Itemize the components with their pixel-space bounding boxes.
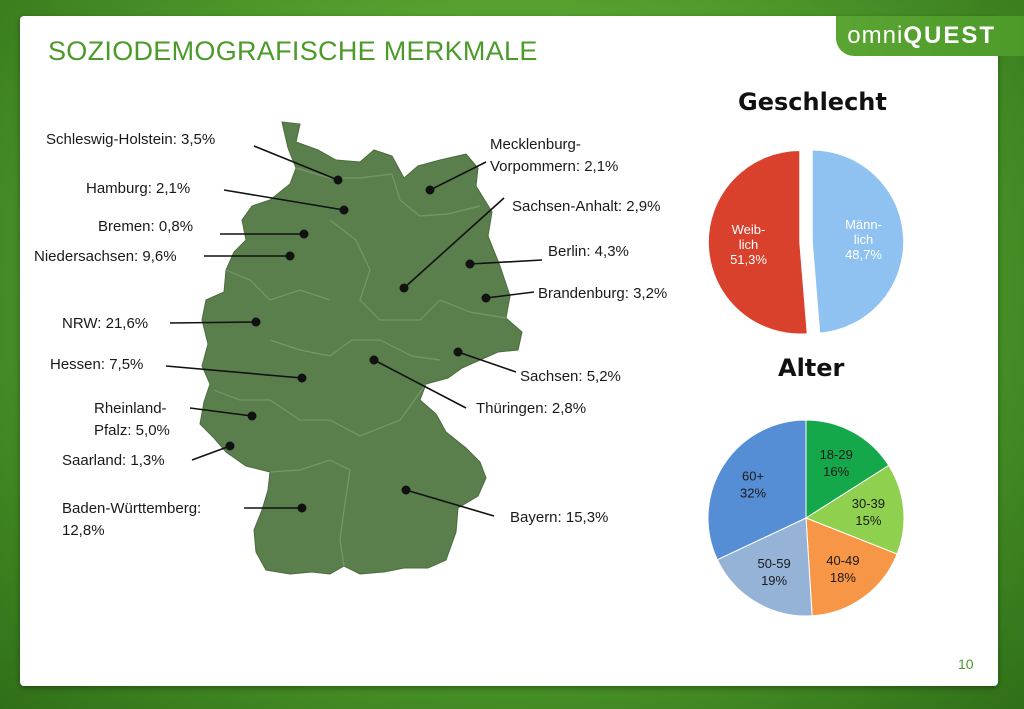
callout-dot-mv: [425, 185, 435, 195]
logo-text-light: omni: [847, 22, 904, 49]
age-chart-title: Alter: [778, 354, 845, 382]
logo-text-bold: QUEST: [903, 22, 996, 49]
label-line: Rheinland-: [94, 400, 167, 417]
label-berlin: Berlin: 4,3%: [548, 243, 629, 260]
border-ni-nrw: [225, 269, 331, 301]
label-schleswig-holstein: Schleswig-Holstein: 3,5%: [46, 131, 216, 148]
callout-dot-st: [399, 283, 409, 293]
callout-dot-rp: [247, 411, 257, 421]
border-sh-ni: [295, 167, 393, 179]
callout-dot-he: [297, 373, 307, 383]
label-baden-wuerttemberg: Baden-Württemberg: 12,8%: [62, 498, 201, 542]
callout-dot-ni: [285, 251, 295, 261]
callout-dot-hh: [339, 205, 349, 215]
callout-dot-sl: [225, 441, 235, 451]
page-title: SOZIODEMOGRAFISCHE MERKMALE: [48, 36, 538, 66]
border-st: [329, 219, 441, 321]
callout-dot-bw: [297, 503, 307, 513]
callout-dot-sn: [453, 347, 463, 357]
label-thueringen: Thüringen: 2,8%: [476, 400, 587, 417]
label-nrw: NRW: 21,6%: [62, 315, 149, 332]
callout-dot-be: [465, 259, 475, 269]
callout-line-rp: [189, 407, 253, 417]
callout-line-sn: [457, 351, 517, 373]
label-bremen: Bremen: 0,8%: [98, 218, 194, 235]
callout-dot-sh: [333, 175, 343, 185]
callout-line-th: [373, 359, 467, 409]
callout-line-sl: [191, 445, 231, 461]
callout-line-he: [165, 365, 303, 379]
callout-dot-th: [369, 355, 379, 365]
callout-line-by: [405, 489, 495, 517]
border-bw-by-2: [339, 469, 351, 567]
label-brandenburg: Brandenburg: 3,2%: [538, 285, 668, 302]
border-bb-sn: [439, 299, 507, 319]
callout-dot-by: [401, 485, 411, 495]
label-line: Vorpommern: 2,1%: [490, 158, 619, 175]
label-bayern: Bayern: 15,3%: [510, 509, 609, 526]
label-rheinland-pfalz: Rheinland- Pfalz: 5,0%: [94, 398, 170, 442]
page-number: 10: [958, 656, 974, 672]
callout-line-mv: [429, 161, 487, 191]
label-mecklenburg-vorpommern: Mecklenburg- Vorpommern: 2,1%: [490, 134, 618, 178]
label-line: 12,8%: [62, 522, 105, 539]
map-callouts: [165, 145, 543, 517]
label-niedersachsen: Niedersachsen: 9,6%: [34, 248, 177, 265]
state-borders: [213, 167, 507, 567]
border-mv-bb: [391, 173, 481, 217]
gender-chart-title: Geschlecht: [738, 88, 887, 116]
label-line: Baden-Württemberg:: [62, 500, 202, 517]
label-line: Mecklenburg-: [490, 136, 581, 153]
callout-line-sh: [253, 145, 339, 181]
border-bw-by: [269, 459, 351, 473]
callout-line-hh: [223, 189, 345, 211]
label-sachsen-anhalt: Sachsen-Anhalt: 2,9%: [512, 198, 661, 215]
callout-line-st: [403, 197, 505, 289]
label-line: Pfalz: 5,0%: [94, 422, 170, 439]
label-hamburg: Hamburg: 2,1%: [86, 180, 191, 197]
callout-line-nrw: [169, 321, 257, 324]
callout-dot-hb: [299, 229, 309, 239]
border-he-th: [269, 339, 441, 361]
label-saarland: Saarland: 1,3%: [62, 452, 165, 469]
callout-dot-bb: [481, 293, 491, 303]
omniquest-logo: omniQUEST: [847, 22, 996, 50]
germany-map-shape: [199, 121, 523, 575]
logo-bar: omniQUEST: [836, 16, 1024, 56]
callout-dot-nrw: [251, 317, 261, 327]
label-sachsen: Sachsen: 5,2%: [520, 368, 621, 385]
callout-line-bb: [485, 291, 535, 299]
callout-line-be: [469, 259, 543, 265]
label-hessen: Hessen: 7,5%: [50, 356, 144, 373]
border-south: [213, 383, 427, 437]
